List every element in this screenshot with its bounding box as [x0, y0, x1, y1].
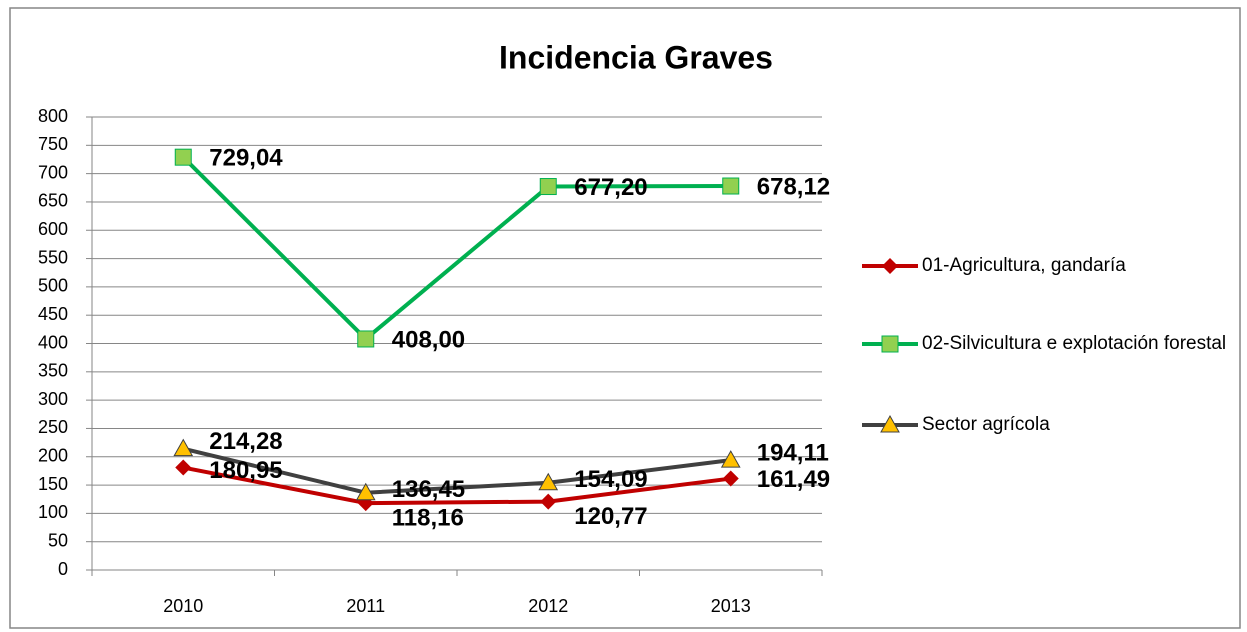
legend-label: 02-Silvicultura e explotación forestal — [922, 333, 1227, 354]
y-tick-label: 50 — [48, 530, 68, 550]
x-tick-label: 2011 — [346, 596, 385, 616]
data-label: 194,11 — [757, 439, 829, 466]
y-tick-label: 550 — [38, 247, 68, 267]
data-label: 214,28 — [209, 428, 282, 455]
y-tick-label: 350 — [38, 361, 68, 381]
marker — [880, 414, 900, 433]
marker — [722, 470, 739, 487]
y-tick-label: 150 — [38, 474, 68, 494]
marker — [355, 482, 376, 501]
chart-title: Incidencia Graves — [499, 39, 773, 75]
y-tick-label: 500 — [38, 276, 68, 296]
y-tick-label: 400 — [38, 332, 68, 352]
series-line — [181, 155, 731, 341]
marker — [538, 472, 559, 491]
data-label: 154,09 — [574, 466, 647, 493]
x-tick-label: 2010 — [163, 596, 203, 616]
y-tick-label: 200 — [38, 446, 68, 466]
y-tick-label: 100 — [38, 502, 68, 522]
marker — [881, 335, 899, 353]
marker — [882, 258, 898, 274]
y-tick-label: 700 — [38, 162, 68, 182]
y-tick-label: 600 — [38, 219, 68, 239]
data-label: 180,95 — [209, 457, 282, 484]
marker — [720, 450, 741, 468]
data-label: 120,77 — [574, 503, 647, 530]
y-tick-label: 650 — [38, 191, 68, 211]
y-tick-label: 300 — [38, 389, 68, 409]
marker — [722, 177, 740, 195]
marker — [539, 178, 557, 196]
data-label: 729,04 — [209, 145, 283, 172]
y-tick-label: 750 — [38, 134, 68, 154]
data-label: 118,16 — [392, 504, 464, 531]
chart-border — [9, 7, 1241, 629]
data-label: 136,45 — [392, 476, 465, 503]
marker — [175, 459, 192, 476]
data-label: 161,49 — [757, 466, 830, 493]
marker — [174, 148, 192, 166]
y-tick-label: 0 — [58, 559, 68, 579]
legend-label: 01-Agricultura, gandaría — [922, 255, 1126, 276]
x-tick-label: 2012 — [528, 596, 568, 616]
legend-label: Sector agrícola — [922, 414, 1050, 435]
data-label: 408,00 — [392, 326, 465, 353]
x-tick-label: 2013 — [711, 596, 751, 616]
marker — [173, 438, 194, 457]
series-line — [182, 446, 731, 495]
series-line — [182, 465, 732, 506]
data-label: 678,12 — [757, 173, 830, 200]
marker — [357, 330, 375, 348]
data-label: 677,20 — [574, 174, 647, 201]
y-tick-label: 450 — [38, 304, 68, 324]
marker — [540, 493, 557, 510]
y-tick-label: 250 — [38, 417, 68, 437]
y-tick-label: 800 — [38, 106, 68, 126]
